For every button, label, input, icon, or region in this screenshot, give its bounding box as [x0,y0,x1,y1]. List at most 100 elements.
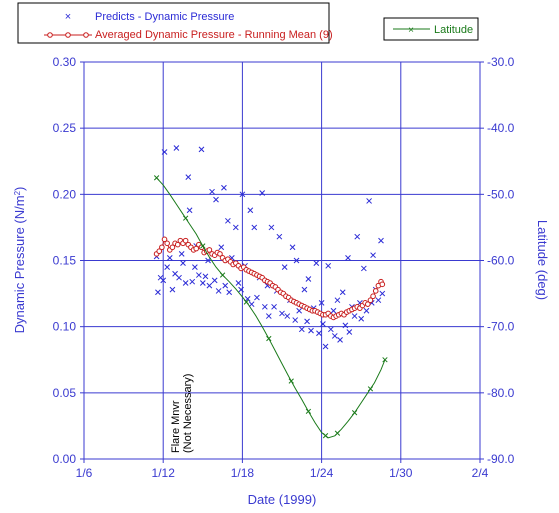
grid [84,62,480,459]
predicts-point [268,224,275,231]
averaged-point [379,281,386,288]
predicts-point [155,289,161,296]
x-tick-label: 2/4 [472,466,489,480]
predicts-point [304,318,310,325]
predicts-point [215,288,222,294]
predicts-point [211,277,218,284]
predicts-point [206,282,213,289]
predicts-point [375,297,382,304]
y-right-tick-label: -60.0 [487,254,515,268]
predicts-point [232,224,239,231]
averaged-point [193,245,199,252]
latitude-point [305,408,312,415]
averaged-point [217,251,223,257]
latitude-point [200,243,206,249]
predicts-point [298,326,305,333]
averaged-point [182,237,189,244]
legend-right: × Latitude [383,17,479,41]
predicts-point [337,337,343,343]
predicts-point [379,290,386,297]
predicts-point [161,149,168,155]
predicts-point [296,307,303,314]
latitude-point [288,378,294,384]
predicts-point [251,224,258,231]
y-left-axis-label: Dynamic Pressure (N/m2) [12,187,27,334]
predicts-point [166,254,173,261]
latitude-line [156,177,386,439]
predicts-point [209,188,215,195]
predicts-point [316,330,322,337]
predicts-point [202,273,209,280]
predicts-point [370,252,376,259]
averaged-point [206,247,213,253]
legend-averaged-label: Averaged Dynamic Pressure - Running Mean… [95,29,333,41]
predicts-point [351,313,358,319]
y-left-tick-label: 0.10 [53,320,77,334]
latitude-point [243,299,250,305]
y-left-tick-label: 0.20 [53,187,77,201]
y-right-tick-label: -80.0 [487,386,515,400]
predicts-point [247,207,254,214]
predicts-point [339,289,346,296]
y-left-tick-label: 0.00 [53,452,77,466]
legend-latitude-marker: × [408,25,414,36]
predicts-point [279,310,285,317]
predicts-point [222,282,229,289]
predicts-point [186,207,193,214]
predicts-point [254,294,260,301]
averaged-point [174,241,181,248]
averaged-point [365,301,371,307]
x-tick-label: 1/12 [152,466,176,480]
predicts-point [271,303,277,310]
predicts-point [221,184,227,191]
predicts-point [213,196,219,203]
predicts-point [164,264,171,270]
x-tick-label: 1/30 [389,466,413,480]
y-left-tick-labels: 0.00 0.05 0.10 0.15 0.20 0.25 0.30 [53,55,84,466]
x-tick-label: 1/6 [76,466,93,480]
averaged-point [156,248,163,255]
legend-predicts-label: Predicts - Dynamic Pressure [95,11,234,23]
predicts-point [378,237,384,244]
predicts-point [320,321,326,327]
predicts-point [330,307,337,314]
x-tick-labels: 1/6 1/12 1/18 1/24 1/30 2/4 [76,459,489,480]
predicts-point [281,264,288,270]
predicts-point [178,251,185,257]
predicts-point [238,286,244,293]
predicts-point [180,260,186,267]
averaged-point [372,288,379,294]
predicts-point [265,313,272,319]
predicts-point [354,233,361,240]
series-averaged [153,236,386,321]
latitude-point [382,357,388,363]
y-right-axis-label: Latitude (deg) [535,220,550,300]
predicts-point [244,296,251,302]
latitude-point [153,175,160,181]
predicts-point [342,322,349,329]
predicts-point [289,244,296,251]
predicts-point [205,257,211,264]
predicts-point [363,307,370,314]
predicts-point [195,272,202,278]
predicts-point [325,262,332,269]
predicts-point [259,190,266,196]
y-left-tick-label: 0.25 [53,121,77,135]
predicts-point [308,327,314,334]
y-right-tick-label: -50.0 [487,187,515,201]
averaged-point [370,293,376,300]
predicts-point [334,297,341,304]
y-right-tick-label: -70.0 [487,320,515,334]
averaged-point [164,240,170,247]
predicts-point [198,146,205,153]
predicts-point [199,280,206,286]
predicts-point [313,260,320,267]
predicts-point [160,277,167,284]
latitude-point [351,410,358,416]
legend-predicts-marker: × [65,11,71,23]
legend-latitude-label: Latitude [434,24,473,36]
predicts-point [358,315,365,322]
predicts-point [345,254,351,261]
predicts-point [284,313,291,319]
